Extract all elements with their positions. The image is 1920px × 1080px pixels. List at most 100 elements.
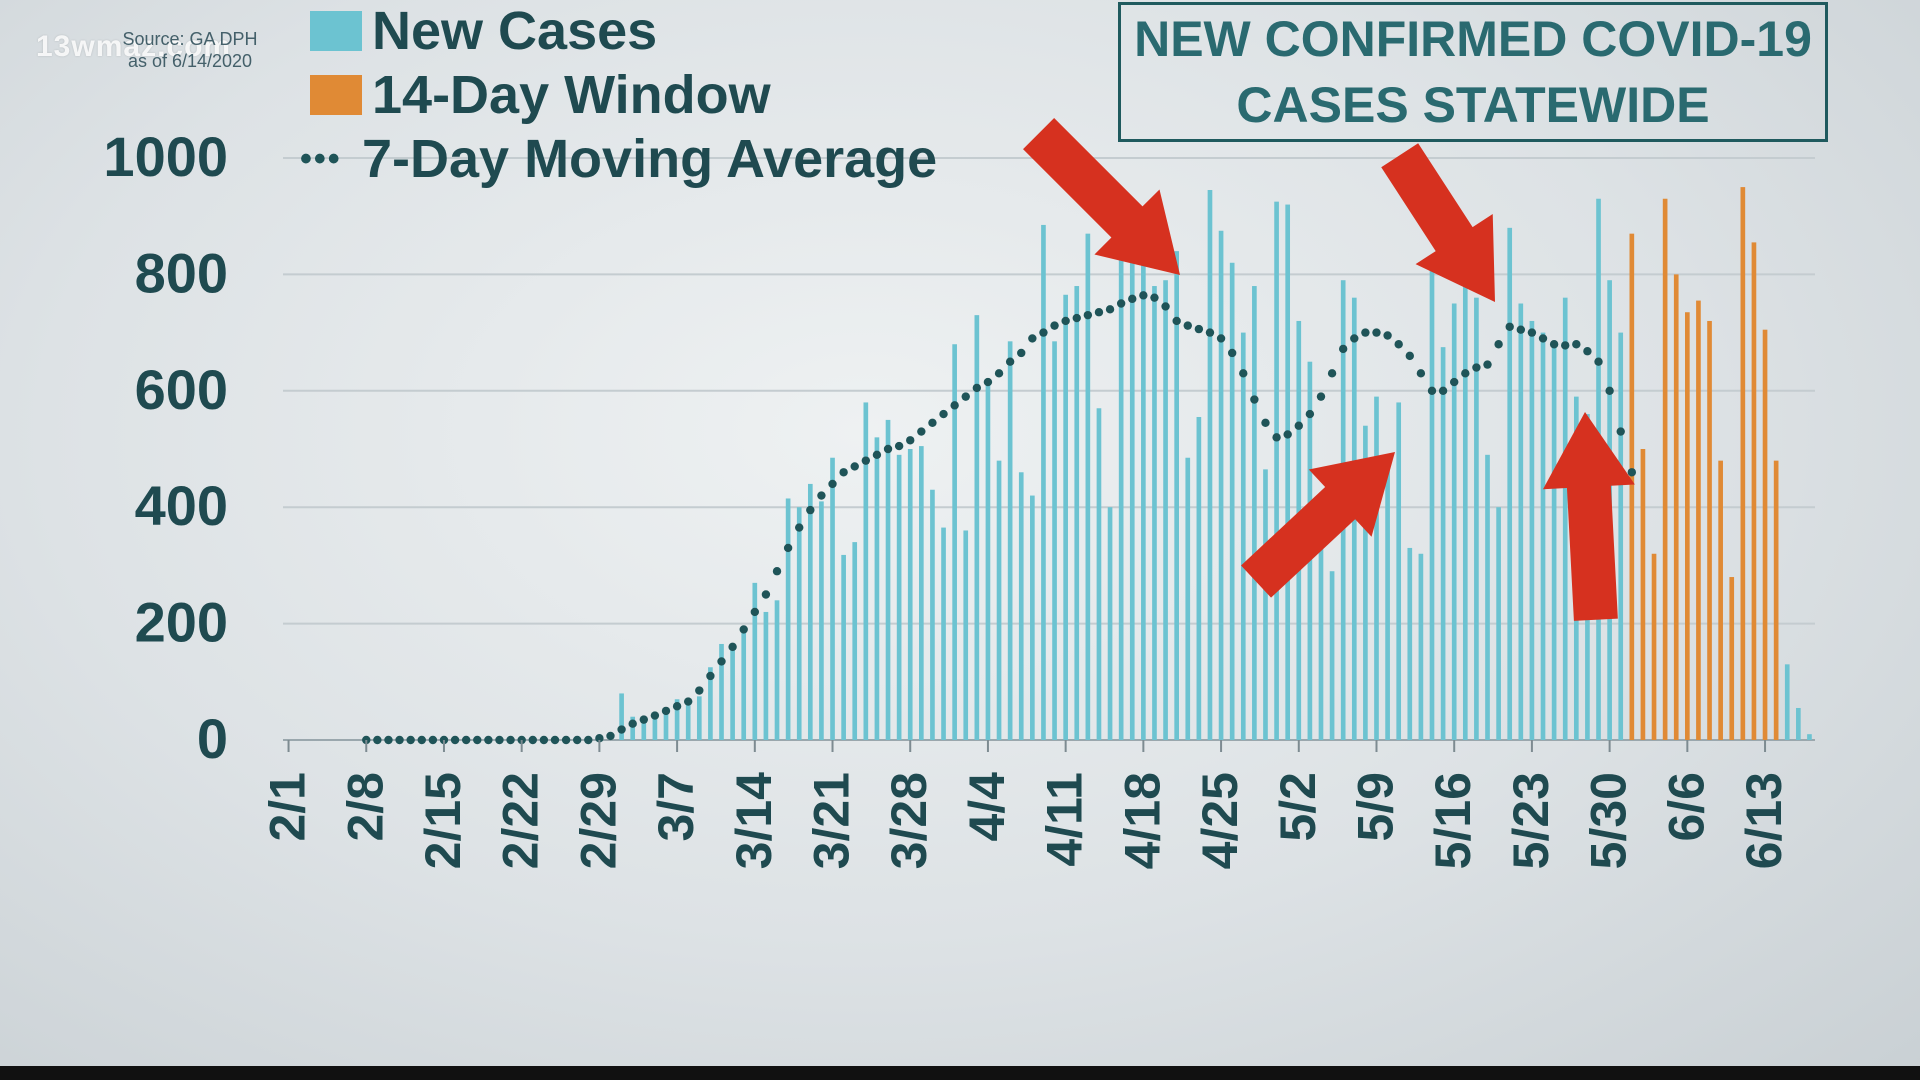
moving-average-point: [1372, 328, 1381, 337]
title-line-1: NEW CONFIRMED COVID-19: [1134, 11, 1812, 67]
moving-average-point: [1427, 386, 1437, 395]
moving-average-point: [706, 671, 715, 681]
bar: [874, 437, 880, 740]
bar: [1773, 460, 1779, 740]
moving-average-point: [1061, 316, 1070, 326]
bar: [1540, 332, 1546, 740]
bar: [1784, 664, 1790, 740]
bar: [1329, 571, 1335, 740]
moving-average-point: [1083, 310, 1093, 320]
moving-average-point: [1283, 430, 1292, 439]
bar: [952, 344, 957, 740]
moving-average-point: [395, 735, 404, 745]
moving-average-point: [450, 735, 460, 745]
y-tick-label: 200: [135, 591, 228, 654]
bar: [1041, 224, 1046, 740]
bar: [1396, 402, 1402, 740]
bar: [1363, 425, 1368, 740]
bar: [796, 507, 802, 740]
bar: [1707, 320, 1712, 740]
bar: [785, 498, 791, 740]
bar: [819, 501, 824, 740]
bar: [1407, 547, 1413, 740]
bar: [1074, 286, 1080, 740]
legend-item-14-day-window: 14-Day Window: [310, 64, 771, 126]
moving-average-point: [484, 735, 493, 745]
moving-average-point: [1605, 386, 1614, 395]
moving-average-point: [1572, 340, 1581, 349]
moving-average-point: [1227, 348, 1237, 358]
bar: [919, 446, 924, 740]
moving-average-point: [728, 642, 737, 652]
moving-average-point: [950, 401, 959, 410]
moving-average-point: [1039, 328, 1048, 337]
x-tick-label: 2/22: [493, 772, 549, 869]
bar: [1485, 454, 1490, 740]
moving-average-point: [1461, 369, 1470, 378]
moving-average-point: [850, 462, 859, 471]
moving-average-point: [373, 735, 382, 745]
moving-average-point: [417, 735, 426, 745]
legend-swatch-new-cases: [310, 11, 362, 51]
bar: [1018, 472, 1024, 740]
bar: [1163, 280, 1168, 740]
bottom-bar: [0, 1066, 1920, 1080]
moving-average-point: [939, 409, 948, 419]
moving-average-point: [1161, 302, 1170, 311]
x-tick-label: 4/18: [1114, 772, 1170, 869]
moving-average-point: [928, 418, 937, 428]
moving-average-point: [539, 735, 549, 745]
bar: [1751, 242, 1757, 740]
moving-average-point: [1438, 386, 1448, 395]
bar: [1385, 466, 1390, 740]
x-tick-label: 3/21: [804, 772, 860, 869]
moving-average-point: [795, 523, 804, 532]
moving-average-point: [617, 725, 626, 734]
red-arrow: [1023, 118, 1180, 275]
moving-average-point: [1561, 341, 1570, 350]
legend-item-new-cases: New Cases: [310, 0, 657, 62]
x-axis: 2/1 2/8 2/15 2/22 2/29 3/7 3/14 3/21 3/28 4/4 4/11…: [260, 740, 1792, 869]
moving-average-point: [1305, 409, 1315, 419]
source-note: Source: GA DPH as of 6/14/2020: [100, 28, 280, 72]
bar: [907, 449, 913, 740]
bar: [1507, 227, 1513, 741]
x-tick-label: 2/1: [260, 772, 316, 842]
bar: [1529, 320, 1535, 740]
bar: [774, 600, 780, 740]
moving-average-point: [1072, 313, 1081, 323]
moving-average-point: [806, 505, 815, 515]
moving-average-point: [1405, 351, 1414, 361]
moving-average-point: [672, 702, 682, 711]
moving-average-point: [894, 441, 904, 451]
moving-average-point: [1361, 328, 1370, 337]
moving-average-point: [561, 735, 571, 745]
moving-average-point: [1394, 340, 1403, 349]
x-tick-label: 6/6: [1658, 772, 1714, 842]
bar: [841, 554, 846, 740]
bar: [1085, 233, 1091, 740]
moving-average-point: [839, 468, 848, 477]
bar: [985, 379, 991, 740]
bar: [1807, 734, 1812, 740]
moving-average-point: [1483, 360, 1492, 369]
bar: [763, 611, 769, 740]
bar: [1796, 707, 1801, 740]
bar: [1096, 408, 1102, 740]
legend-dotted-line-icon: •••: [300, 140, 342, 178]
moving-average-point: [528, 735, 537, 745]
x-tick-label: 4/11: [1037, 772, 1093, 867]
bar: [1762, 329, 1768, 740]
moving-average-point: [1128, 294, 1137, 304]
x-tick-label: 6/13: [1736, 772, 1792, 869]
moving-average-point: [584, 735, 593, 745]
moving-average-point: [1527, 328, 1537, 337]
red-arrow: [1241, 452, 1395, 598]
moving-average-point: [1116, 299, 1126, 308]
moving-average-point: [1327, 369, 1337, 378]
moving-average-point: [1516, 325, 1526, 334]
moving-average-point: [1194, 324, 1204, 334]
moving-average-point: [1583, 347, 1592, 356]
x-tick-label: 5/16: [1425, 772, 1481, 869]
bar: [1063, 294, 1068, 740]
